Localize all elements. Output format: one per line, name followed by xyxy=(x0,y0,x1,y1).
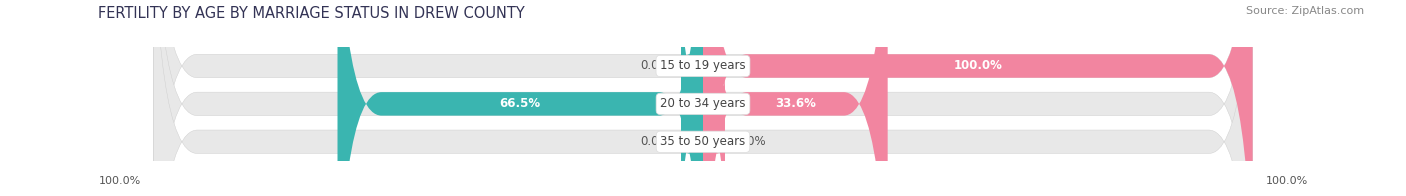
FancyBboxPatch shape xyxy=(681,0,703,168)
Text: 0.0%: 0.0% xyxy=(735,135,766,148)
Text: 66.5%: 66.5% xyxy=(499,97,541,110)
Text: 0.0%: 0.0% xyxy=(640,135,671,148)
Text: 0.0%: 0.0% xyxy=(640,60,671,73)
FancyBboxPatch shape xyxy=(703,0,1253,196)
FancyBboxPatch shape xyxy=(703,40,725,196)
Text: 100.0%: 100.0% xyxy=(98,176,141,186)
FancyBboxPatch shape xyxy=(153,0,1253,196)
Text: 33.6%: 33.6% xyxy=(775,97,815,110)
Text: 15 to 19 years: 15 to 19 years xyxy=(661,60,745,73)
FancyBboxPatch shape xyxy=(153,0,1253,196)
Text: FERTILITY BY AGE BY MARRIAGE STATUS IN DREW COUNTY: FERTILITY BY AGE BY MARRIAGE STATUS IN D… xyxy=(98,6,526,21)
Text: 35 to 50 years: 35 to 50 years xyxy=(661,135,745,148)
FancyBboxPatch shape xyxy=(337,0,703,196)
FancyBboxPatch shape xyxy=(703,0,887,196)
Text: 20 to 34 years: 20 to 34 years xyxy=(661,97,745,110)
Text: 100.0%: 100.0% xyxy=(953,60,1002,73)
Text: 100.0%: 100.0% xyxy=(1265,176,1308,186)
FancyBboxPatch shape xyxy=(153,0,1253,196)
Text: Source: ZipAtlas.com: Source: ZipAtlas.com xyxy=(1246,6,1364,16)
FancyBboxPatch shape xyxy=(681,40,703,196)
